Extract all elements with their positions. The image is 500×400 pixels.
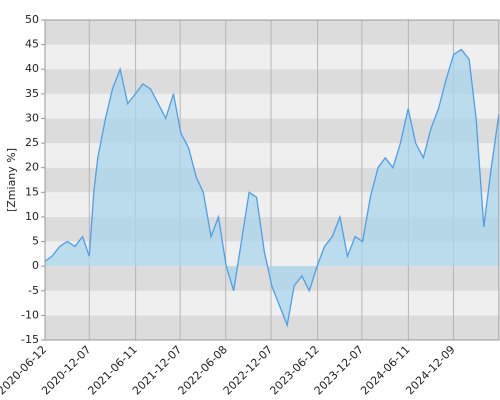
grid-band bbox=[45, 20, 499, 45]
y-tick-label: 40 bbox=[25, 62, 39, 75]
y-tick-label: -15 bbox=[21, 333, 39, 346]
y-tick-label: 50 bbox=[25, 13, 39, 26]
area-fill bbox=[45, 49, 499, 326]
line bbox=[44, 48, 500, 328]
y-tick-label: 0 bbox=[32, 259, 39, 272]
y-tick-label: -5 bbox=[28, 284, 39, 297]
y-tick-label: 45 bbox=[25, 38, 39, 51]
y-tick-label: 25 bbox=[25, 136, 39, 149]
y-tick-label: 10 bbox=[25, 210, 39, 223]
y-tick-label: 5 bbox=[32, 235, 39, 248]
y-tick-label: 30 bbox=[25, 111, 39, 124]
y-tick-label: 20 bbox=[25, 161, 39, 174]
grid-band bbox=[45, 44, 499, 70]
y-tick-label: -10 bbox=[21, 308, 39, 321]
y-axis-label: [Zmiany %] bbox=[5, 148, 18, 212]
grid-band bbox=[45, 315, 499, 340]
y-tick-label: 35 bbox=[25, 87, 39, 100]
plot-border bbox=[44, 19, 500, 341]
y-tick-label: 15 bbox=[25, 185, 39, 198]
grid-band bbox=[45, 290, 499, 316]
